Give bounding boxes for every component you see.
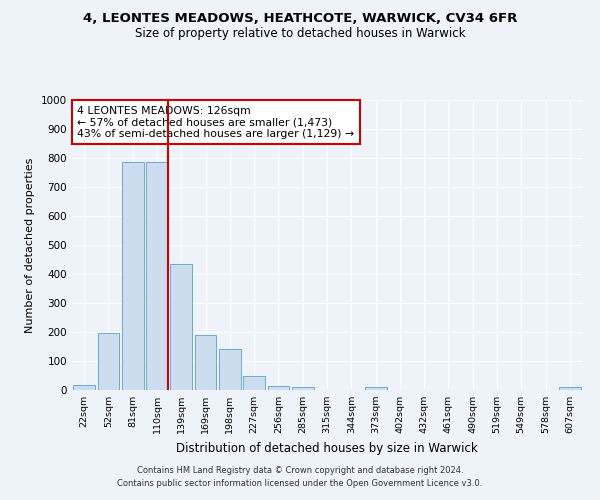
Y-axis label: Number of detached properties: Number of detached properties — [25, 158, 35, 332]
Bar — [365, 387, 386, 390]
Bar — [243, 376, 265, 390]
Bar — [122, 162, 143, 390]
Text: 4 LEONTES MEADOWS: 126sqm
← 57% of detached houses are smaller (1,473)
43% of se: 4 LEONTES MEADOWS: 126sqm ← 57% of detac… — [77, 106, 354, 139]
Bar — [268, 386, 289, 390]
Bar — [559, 387, 581, 390]
Bar — [219, 350, 241, 390]
Text: Size of property relative to detached houses in Warwick: Size of property relative to detached ho… — [135, 28, 465, 40]
Bar — [292, 387, 314, 390]
Text: 4, LEONTES MEADOWS, HEATHCOTE, WARWICK, CV34 6FR: 4, LEONTES MEADOWS, HEATHCOTE, WARWICK, … — [83, 12, 517, 26]
Bar — [146, 162, 168, 390]
Bar — [97, 334, 119, 390]
Text: Contains HM Land Registry data © Crown copyright and database right 2024.
Contai: Contains HM Land Registry data © Crown c… — [118, 466, 482, 487]
Bar — [73, 385, 95, 390]
Bar — [194, 335, 217, 390]
Bar — [170, 264, 192, 390]
X-axis label: Distribution of detached houses by size in Warwick: Distribution of detached houses by size … — [176, 442, 478, 454]
